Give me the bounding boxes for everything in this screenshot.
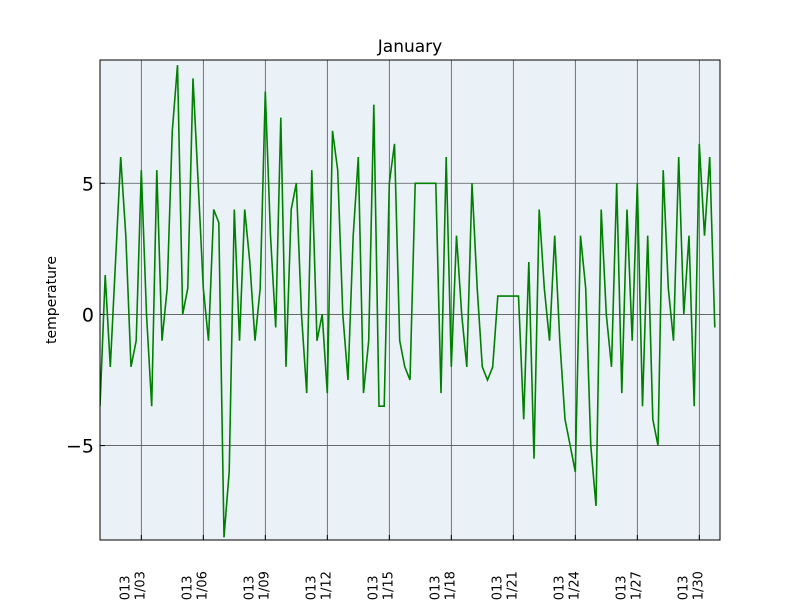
x-tick-group: 2013/01/18 xyxy=(428,571,458,600)
x-tick-label: 2013/01/24 xyxy=(552,571,582,600)
chart-title: January xyxy=(377,37,442,57)
y-tick-label: 5 xyxy=(82,173,94,195)
x-tick-group: 2013/01/24 xyxy=(552,571,582,600)
x-tick-label: 2013/01/30 xyxy=(676,571,706,600)
data-line xyxy=(100,65,716,538)
x-tick-label: 2013/01/27 xyxy=(614,571,644,600)
plot-area xyxy=(100,60,720,540)
x-tick-label: 2013/01/12 xyxy=(304,571,334,600)
x-tick-group: 2013/01/03 xyxy=(118,571,148,600)
y-axis-label: temperature xyxy=(44,256,60,344)
x-tick-label: 2013/01/09 xyxy=(242,571,272,600)
x-tick-group: 2013/01/21 xyxy=(490,571,520,600)
x-tick-group: 2013/01/27 xyxy=(614,571,644,600)
y-tick-label: 0 xyxy=(82,304,94,326)
x-tick-label: 2013/01/06 xyxy=(180,571,210,600)
x-tick-label: 2013/01/18 xyxy=(428,571,458,600)
x-tick-label: 2013/01/15 xyxy=(366,571,396,600)
x-tick-group: 2013/01/12 xyxy=(304,571,334,600)
x-tick-group: 2013/01/09 xyxy=(242,571,272,600)
x-tick-group: 2013/01/15 xyxy=(366,571,396,600)
x-tick-group: 2013/01/30 xyxy=(676,571,706,600)
y-tick-label: −5 xyxy=(66,436,94,458)
x-tick-group: 2013/01/06 xyxy=(180,571,210,600)
x-tick-label: 2013/01/03 xyxy=(118,571,148,600)
plot-frame xyxy=(99,59,721,541)
x-tick-label: 2013/01/21 xyxy=(490,571,520,600)
